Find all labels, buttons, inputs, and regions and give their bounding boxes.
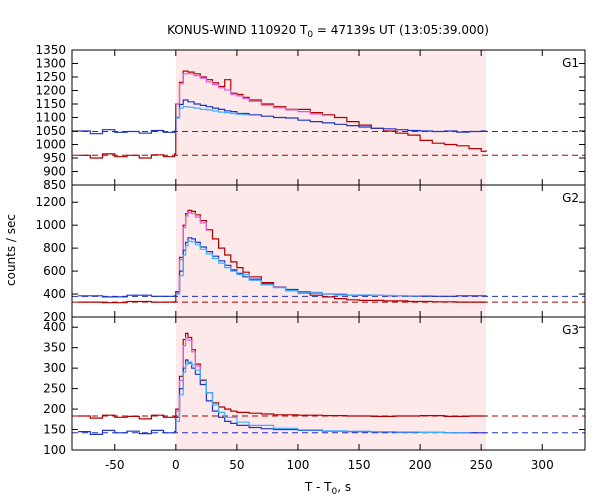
y-tick-label: 400	[43, 287, 66, 301]
y-tick-label: 200	[43, 310, 66, 324]
series-line-cyan	[175, 240, 421, 297]
series-line-magenta	[175, 336, 201, 412]
y-tick-label: 950	[43, 151, 66, 165]
y-tick-label: 350	[43, 341, 66, 355]
y-tick-label: 1250	[35, 70, 66, 84]
x-axis-label-subscript: 0	[332, 487, 338, 497]
y-tick-label: 300	[43, 361, 66, 375]
shaded-interval	[175, 50, 487, 185]
y-tick-label: 1300	[35, 57, 66, 71]
y-tick-label: 600	[43, 264, 66, 278]
y-tick-label: 1100	[35, 111, 66, 125]
x-axis-label: T - T0, s	[304, 480, 351, 497]
chart-title-subscript: 0	[307, 30, 313, 40]
y-tick-label: 400	[43, 320, 66, 334]
series-line-blue	[78, 99, 487, 135]
x-tick-label: 150	[348, 458, 371, 472]
x-tick-label: 200	[409, 458, 432, 472]
series-line-cyan	[175, 106, 250, 119]
y-tick-label: 200	[43, 402, 66, 416]
y-tick-label: 900	[43, 165, 66, 179]
x-tick-label: 100	[287, 458, 310, 472]
panel-label: G3	[562, 323, 579, 337]
x-tick-label: 250	[470, 458, 493, 472]
y-tick-label: 800	[43, 241, 66, 255]
series-line-cyan	[175, 361, 469, 434]
y-tick-label: 1150	[35, 97, 66, 111]
y-tick-label: 250	[43, 382, 66, 396]
panel-g3: 100 150 200 250 300 350 400 G3	[43, 316, 586, 457]
shaded-interval	[175, 317, 487, 450]
panel-label: G1	[562, 56, 579, 70]
x-tick-label: 0	[172, 458, 180, 472]
y-tick-label: 1050	[35, 124, 66, 138]
y-tick-label: 1000	[35, 138, 66, 152]
panel-frame	[71, 316, 586, 451]
y-tick-label: 1000	[35, 218, 66, 232]
y-tick-label: 1200	[35, 195, 66, 209]
chart-title: KONUS-WIND 110920 T0 = 47139s UT (13:05:…	[167, 23, 489, 40]
x-tick-label: -50	[105, 458, 125, 472]
x-tick-label: 300	[531, 458, 554, 472]
panel-g2: 200 400 600 800 1000 1200 G2	[35, 184, 586, 324]
series-line-magenta	[175, 73, 323, 117]
panel-label: G2	[562, 191, 579, 205]
shaded-interval	[175, 185, 487, 317]
series-line-magenta	[175, 211, 207, 294]
panel-g1: 8509009501000105011001150120012501300135…	[35, 43, 586, 192]
y-tick-label: 850	[43, 178, 66, 192]
y-tick-label: 1350	[35, 43, 66, 57]
y-tick-label: 100	[43, 443, 66, 457]
y-tick-label: 1200	[35, 84, 66, 98]
y-tick-label: 150	[43, 423, 66, 437]
y-axis-label: counts / sec	[4, 214, 18, 286]
x-tick-label: 50	[229, 458, 244, 472]
